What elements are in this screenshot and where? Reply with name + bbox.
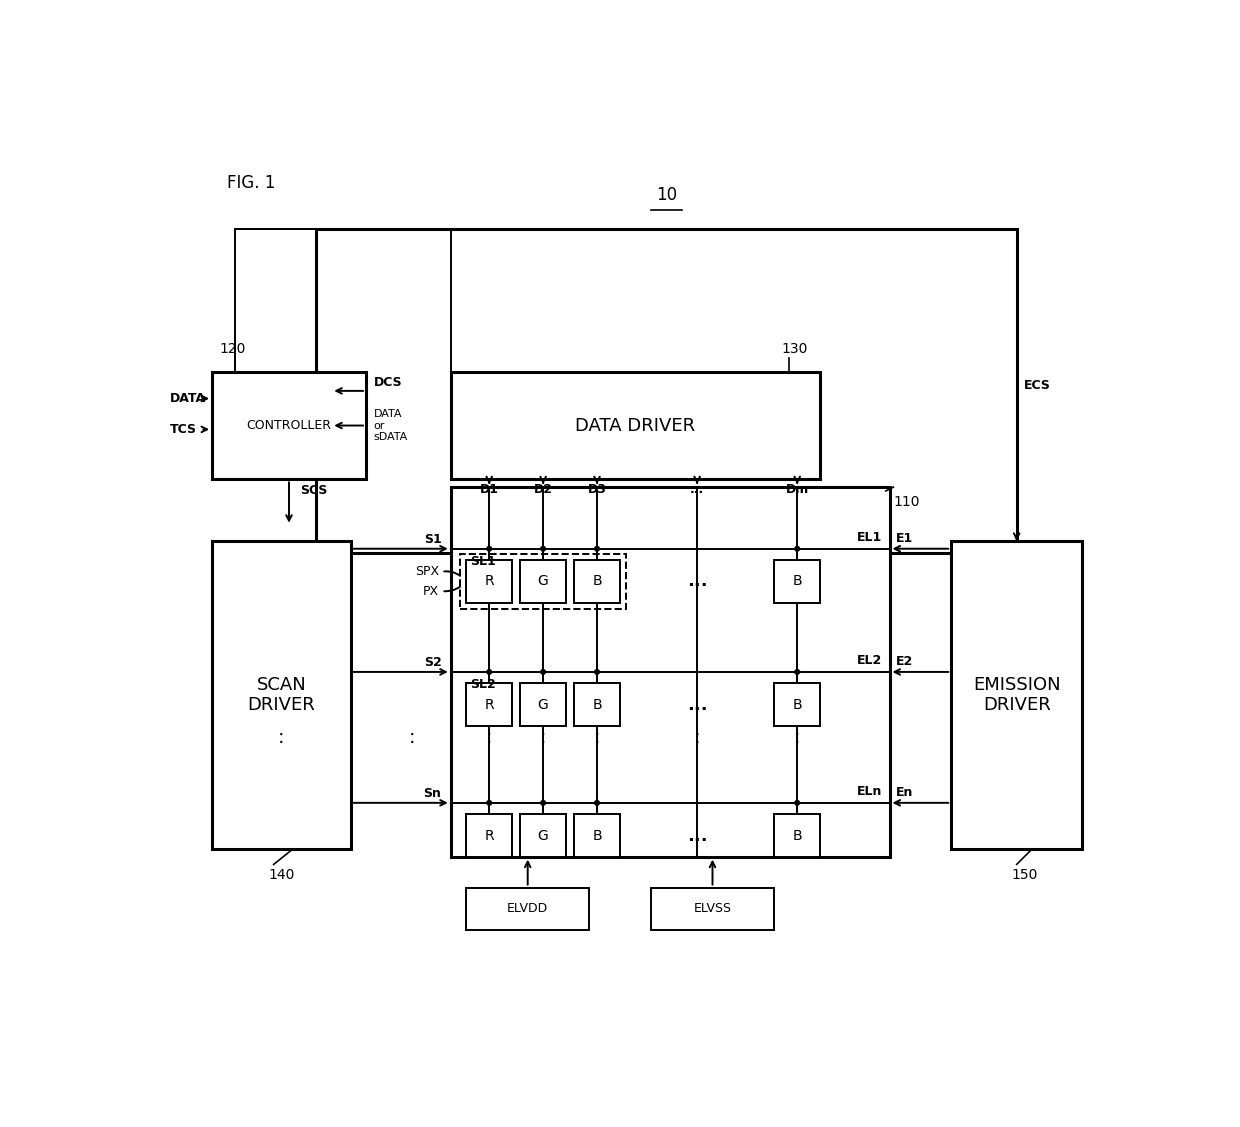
Circle shape (595, 669, 599, 674)
Bar (774, 815, 821, 857)
Text: DCS: DCS (373, 375, 402, 389)
Text: D1: D1 (480, 483, 498, 496)
Circle shape (487, 547, 491, 551)
Text: ...: ... (689, 483, 704, 496)
Text: Dm: Dm (786, 483, 808, 496)
Text: SCS: SCS (300, 485, 327, 497)
Text: G: G (538, 575, 548, 588)
Text: ...: ... (687, 573, 707, 591)
Text: EL2: EL2 (857, 655, 882, 667)
Text: B: B (792, 698, 802, 711)
Text: Sn: Sn (424, 787, 441, 800)
Circle shape (487, 669, 491, 674)
Text: 150: 150 (1011, 868, 1038, 882)
Bar (466, 560, 512, 603)
Bar (450, 487, 889, 857)
Bar (520, 815, 567, 857)
Bar (574, 560, 620, 603)
Text: B: B (593, 828, 601, 843)
Text: ELn: ELn (857, 786, 882, 798)
Circle shape (595, 547, 599, 551)
Text: :: : (409, 728, 415, 747)
Circle shape (795, 800, 800, 805)
Text: ELVDD: ELVDD (507, 903, 548, 915)
Text: :: : (694, 728, 701, 747)
Text: :: : (594, 728, 600, 747)
Bar (574, 683, 620, 726)
Text: B: B (593, 575, 601, 588)
Text: ELVSS: ELVSS (693, 903, 732, 915)
Bar (520, 683, 567, 726)
Bar (212, 372, 366, 479)
Text: DATA
or
sDATA: DATA or sDATA (373, 409, 408, 442)
Text: :: : (694, 728, 701, 747)
Bar (774, 683, 821, 726)
Bar (520, 560, 567, 603)
Text: DATA: DATA (170, 392, 206, 405)
Circle shape (541, 669, 546, 674)
Circle shape (487, 800, 491, 805)
Text: B: B (593, 698, 601, 711)
Circle shape (541, 547, 546, 551)
Bar (951, 541, 1083, 849)
Text: S2: S2 (424, 656, 441, 668)
Text: ...: ... (687, 826, 707, 844)
Text: 130: 130 (781, 343, 808, 356)
Bar (212, 541, 351, 849)
Text: EMISSION
DRIVER: EMISSION DRIVER (973, 675, 1060, 715)
Text: :: : (486, 728, 492, 747)
Text: :: : (278, 728, 284, 747)
Text: :: : (794, 728, 801, 747)
Text: 120: 120 (219, 343, 246, 356)
Circle shape (595, 800, 599, 805)
Text: PX: PX (423, 585, 439, 597)
Bar (774, 560, 821, 603)
Text: G: G (538, 698, 548, 711)
Text: G: G (538, 828, 548, 843)
Bar (574, 815, 620, 857)
Text: R: R (485, 698, 494, 711)
Text: EL1: EL1 (857, 531, 882, 544)
Text: SCAN
DRIVER: SCAN DRIVER (248, 675, 315, 715)
Text: D2: D2 (533, 483, 553, 496)
Circle shape (541, 800, 546, 805)
Text: CONTROLLER: CONTROLLER (247, 419, 331, 432)
Bar (466, 815, 512, 857)
Text: ECS: ECS (1024, 379, 1052, 391)
Text: D3: D3 (588, 483, 606, 496)
Text: R: R (485, 828, 494, 843)
Text: E1: E1 (895, 532, 913, 544)
Text: ...: ... (687, 695, 707, 713)
Text: 10: 10 (656, 186, 677, 204)
Text: FIG. 1: FIG. 1 (227, 174, 275, 192)
Text: SPX: SPX (415, 566, 439, 578)
Circle shape (795, 669, 800, 674)
Text: 140: 140 (268, 868, 294, 882)
Bar (466, 888, 589, 930)
Text: 110: 110 (894, 495, 920, 508)
Text: En: En (895, 786, 913, 799)
Text: B: B (792, 575, 802, 588)
Circle shape (795, 547, 800, 551)
Text: B: B (792, 828, 802, 843)
Text: :: : (539, 728, 547, 747)
Text: SL1: SL1 (470, 554, 496, 568)
Bar (460, 554, 626, 609)
Text: S1: S1 (424, 533, 441, 545)
Text: R: R (485, 575, 494, 588)
Bar (651, 888, 774, 930)
Text: SL2: SL2 (470, 678, 496, 691)
Text: TCS: TCS (170, 423, 197, 436)
Text: DATA DRIVER: DATA DRIVER (575, 417, 696, 435)
Bar (466, 683, 512, 726)
Bar (316, 229, 1017, 552)
Bar (450, 372, 821, 479)
Text: E2: E2 (895, 655, 913, 668)
